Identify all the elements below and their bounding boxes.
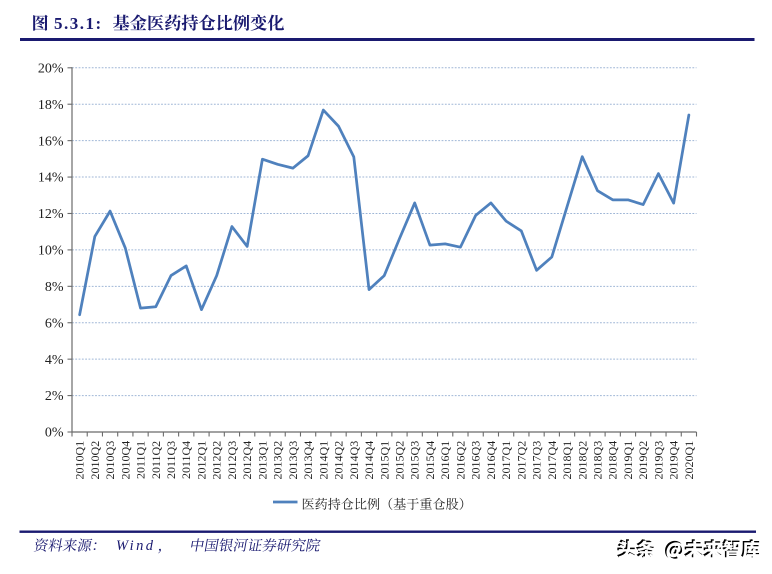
svg-text:2019Q4: 2019Q4 xyxy=(667,441,681,480)
svg-text:2017Q2: 2017Q2 xyxy=(514,441,528,480)
svg-text:16%: 16% xyxy=(38,134,64,149)
svg-text:2011Q1: 2011Q1 xyxy=(134,441,148,479)
svg-text:6%: 6% xyxy=(45,316,64,331)
svg-text:2016Q1: 2016Q1 xyxy=(438,441,452,480)
svg-text:2014Q2: 2014Q2 xyxy=(332,441,346,480)
svg-text:2019Q3: 2019Q3 xyxy=(651,441,665,480)
svg-text:2011Q3: 2011Q3 xyxy=(164,441,178,479)
svg-text:20%: 20% xyxy=(38,62,64,77)
svg-text:2011Q2: 2011Q2 xyxy=(149,441,163,479)
svg-text:2018Q1: 2018Q1 xyxy=(560,441,574,480)
svg-text:2020Q1: 2020Q1 xyxy=(682,441,696,480)
svg-text:2013Q2: 2013Q2 xyxy=(271,441,285,480)
svg-text:2013Q3: 2013Q3 xyxy=(286,441,300,480)
svg-text:2010Q2: 2010Q2 xyxy=(88,441,102,480)
svg-text:2014Q1: 2014Q1 xyxy=(316,441,330,480)
svg-text:0%: 0% xyxy=(45,426,64,441)
svg-text:2018Q4: 2018Q4 xyxy=(606,441,620,480)
svg-text:Wind: Wind xyxy=(116,538,155,554)
svg-text:2019Q1: 2019Q1 xyxy=(621,441,635,480)
svg-text:2014Q4: 2014Q4 xyxy=(362,441,376,480)
svg-text:2015Q2: 2015Q2 xyxy=(392,441,406,480)
svg-text:2011Q4: 2011Q4 xyxy=(179,441,193,479)
svg-text:8%: 8% xyxy=(45,280,64,295)
svg-text:2017Q1: 2017Q1 xyxy=(499,441,513,480)
svg-text:2012Q4: 2012Q4 xyxy=(240,441,254,480)
svg-text:2012Q2: 2012Q2 xyxy=(210,441,224,480)
svg-text:2015Q3: 2015Q3 xyxy=(408,441,422,480)
svg-text:2%: 2% xyxy=(45,389,64,404)
svg-text:2016Q2: 2016Q2 xyxy=(453,441,467,480)
svg-text:2013Q4: 2013Q4 xyxy=(301,441,315,480)
svg-text:2013Q1: 2013Q1 xyxy=(255,441,269,480)
svg-text:2015Q4: 2015Q4 xyxy=(423,441,437,480)
svg-text:2010Q1: 2010Q1 xyxy=(73,441,87,480)
svg-text:2017Q3: 2017Q3 xyxy=(530,441,544,480)
svg-text:2019Q2: 2019Q2 xyxy=(636,441,650,480)
svg-text:2017Q4: 2017Q4 xyxy=(545,441,559,480)
svg-text:2010Q3: 2010Q3 xyxy=(103,441,117,480)
svg-text:2010Q4: 2010Q4 xyxy=(118,441,132,480)
svg-text:5.3.1:: 5.3.1: xyxy=(54,14,103,33)
svg-text:10%: 10% xyxy=(38,244,64,259)
svg-text:2012Q3: 2012Q3 xyxy=(225,441,239,480)
svg-text:4%: 4% xyxy=(45,353,64,368)
svg-text:12%: 12% xyxy=(38,207,64,222)
svg-text:2016Q4: 2016Q4 xyxy=(484,441,498,480)
svg-text:2016Q3: 2016Q3 xyxy=(469,441,483,480)
svg-text:2018Q3: 2018Q3 xyxy=(590,441,604,480)
svg-text:14%: 14% xyxy=(38,171,64,186)
svg-text:2012Q1: 2012Q1 xyxy=(194,441,208,480)
svg-text:2015Q1: 2015Q1 xyxy=(377,441,391,480)
svg-text:2018Q2: 2018Q2 xyxy=(575,441,589,480)
svg-text:18%: 18% xyxy=(38,98,64,113)
svg-text:2014Q3: 2014Q3 xyxy=(347,441,361,480)
